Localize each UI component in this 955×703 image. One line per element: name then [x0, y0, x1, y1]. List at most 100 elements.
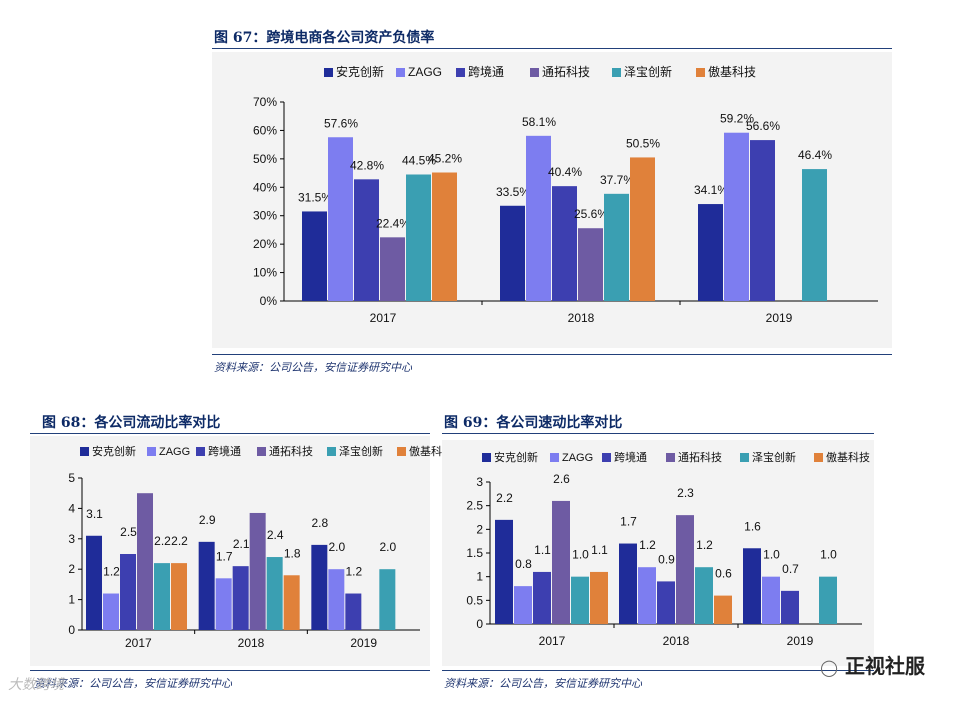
- legend-swatch: [550, 453, 559, 462]
- bar: [120, 554, 136, 630]
- data-label: 56.6%: [746, 119, 780, 133]
- bar: [171, 563, 187, 630]
- data-label: 2.5: [120, 525, 137, 539]
- bar: [406, 174, 431, 301]
- y-tick-label: 70%: [253, 95, 277, 109]
- legend-label: ZAGG: [562, 452, 593, 464]
- legend-swatch: [196, 447, 205, 456]
- fig68-source-rule: [30, 670, 430, 671]
- y-tick-label: 0%: [260, 294, 278, 308]
- data-label: 2.2: [154, 534, 171, 548]
- x-category-label: 2018: [568, 311, 595, 325]
- bar: [676, 515, 694, 624]
- data-label: 2.0: [379, 540, 396, 554]
- data-label: 1.2: [639, 538, 656, 552]
- data-label: 57.6%: [324, 116, 358, 130]
- data-label: 40.4%: [548, 165, 582, 179]
- bar: [232, 566, 249, 630]
- data-label: 2.6: [553, 472, 570, 486]
- data-label: 33.5%: [496, 185, 530, 199]
- data-label: 0.6: [715, 567, 732, 581]
- fig68-title: 图 68：各公司流动比率对比: [42, 415, 221, 431]
- bar: [802, 169, 827, 301]
- data-label: 1.2: [103, 565, 120, 579]
- fig67-title: 图 67：跨境电商各公司资产负债率: [214, 30, 435, 46]
- watermark-left: 大数跨境: [8, 677, 64, 693]
- data-label: 1.0: [820, 548, 837, 562]
- data-label: 0.9: [658, 552, 675, 566]
- bar: [345, 593, 362, 630]
- bar: [571, 576, 589, 624]
- bar: [657, 581, 675, 624]
- legend-swatch: [814, 453, 823, 462]
- bar: [154, 563, 170, 630]
- legend-label: 安克创新: [92, 444, 136, 458]
- fig69-title: 图 69：各公司速动比率对比: [444, 415, 623, 431]
- legend-label: 傲基科技: [708, 64, 756, 79]
- y-tick-label: 5: [68, 471, 75, 485]
- bar: [552, 500, 570, 624]
- legend-swatch: [612, 68, 621, 77]
- legend-swatch: [530, 68, 539, 77]
- legend-label: 跨境通: [468, 64, 504, 79]
- legend-label: 通拓科技: [269, 444, 313, 458]
- data-label: 37.7%: [600, 173, 634, 187]
- data-label: 2.0: [328, 540, 345, 554]
- bar: [432, 172, 457, 301]
- data-label: 1.6: [744, 519, 761, 533]
- x-category-label: 2019: [350, 636, 377, 650]
- fig69-source-rule: [442, 670, 874, 671]
- x-category-label: 2017: [370, 311, 397, 325]
- data-label: 1.8: [284, 546, 301, 560]
- x-category-label: 2018: [663, 634, 690, 648]
- legend-label: 傲基科技: [826, 450, 870, 464]
- legend-swatch: [602, 453, 611, 462]
- bar: [619, 543, 637, 624]
- legend-label: 通拓科技: [678, 450, 722, 464]
- data-label: 2.3: [677, 486, 694, 500]
- legend-swatch: [482, 453, 491, 462]
- data-label: 0.7: [782, 562, 799, 576]
- legend-swatch: [324, 68, 333, 77]
- y-tick-label: 2.5: [466, 499, 483, 513]
- bar: [590, 571, 608, 624]
- data-label: 34.1%: [694, 183, 728, 197]
- x-category-label: 2019: [787, 634, 814, 648]
- legend-swatch: [80, 447, 89, 456]
- bar: [526, 135, 551, 301]
- bar: [283, 575, 300, 630]
- bar: [552, 186, 577, 301]
- data-label: 2.9: [199, 513, 216, 527]
- y-tick-label: 4: [68, 501, 75, 515]
- legend-label: 通拓科技: [542, 65, 590, 79]
- bar: [724, 132, 749, 301]
- legend-swatch: [147, 447, 156, 456]
- bar: [781, 590, 799, 624]
- legend-label: ZAGG: [408, 65, 442, 79]
- data-label: 2.1: [233, 537, 250, 551]
- bar: [604, 193, 629, 301]
- data-label: 59.2%: [720, 112, 754, 126]
- y-tick-label: 0: [476, 617, 483, 631]
- bar: [302, 211, 327, 301]
- fig67-source: 资料来源：公司公告，安信证券研究中心: [214, 361, 412, 374]
- y-tick-label: 0.5: [466, 593, 483, 607]
- data-label: 31.5%: [298, 190, 332, 204]
- bar: [137, 493, 153, 630]
- data-label: 1.0: [763, 548, 780, 562]
- bar: [695, 567, 713, 624]
- bar: [215, 578, 232, 630]
- bar: [638, 567, 656, 624]
- data-label: 0.8: [515, 557, 532, 571]
- legend-label: ZAGG: [159, 446, 190, 458]
- fig69-source: 资料来源：公司公告，安信证券研究中心: [444, 677, 642, 690]
- bar: [533, 571, 551, 624]
- legend-swatch: [740, 453, 749, 462]
- bar: [500, 205, 525, 301]
- fig69-chart: 安克创新 ZAGG 跨境通 通拓科技 泽宝创新 傲基科技 0 0.5 1 1.5 2 2.5 3 2017…: [466, 450, 870, 648]
- bar: [750, 140, 775, 301]
- bar: [103, 593, 119, 630]
- bar: [495, 519, 513, 624]
- fig68-title-rule: [30, 433, 430, 434]
- legend-swatch: [696, 68, 705, 77]
